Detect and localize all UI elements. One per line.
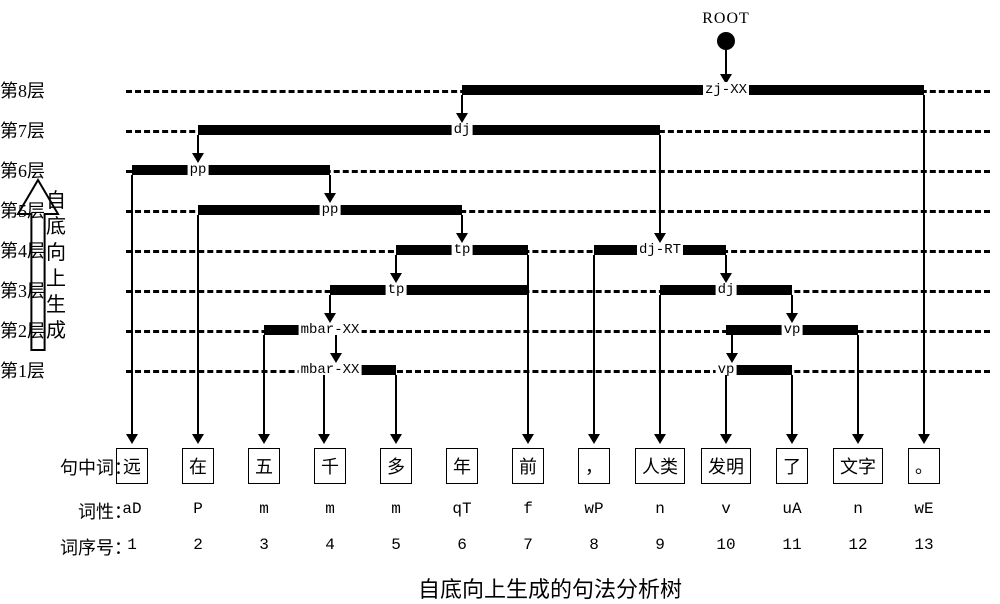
constituent-label: mbar-XX xyxy=(299,322,362,338)
constituent-label: dj xyxy=(716,282,737,298)
constituent-bar xyxy=(330,285,528,295)
layer-baseline xyxy=(126,290,990,293)
constituent-label: dj xyxy=(452,122,473,138)
word-token: 文字 xyxy=(833,448,883,484)
word-token: ， xyxy=(578,448,610,484)
row-title-words: 句中词： xyxy=(60,454,132,480)
layer-baseline xyxy=(126,370,990,373)
word-index: 7 xyxy=(523,536,533,554)
word-index: 3 xyxy=(259,536,269,554)
word-token: 人类 xyxy=(635,448,685,484)
root-node-icon xyxy=(717,32,735,50)
figure-caption: 自底向上生成的句法分析树 xyxy=(418,572,682,604)
word-index: 5 xyxy=(391,536,401,554)
word-token: 年 xyxy=(446,448,478,484)
constituent-label: tp xyxy=(452,242,473,258)
word-token: 前 xyxy=(512,448,544,484)
word-index: 10 xyxy=(716,536,735,554)
pos-tag: v xyxy=(721,500,731,518)
word-token: 多 xyxy=(380,448,412,484)
constituent-label: vp xyxy=(782,322,803,338)
word-index: 2 xyxy=(193,536,203,554)
pos-tag: wE xyxy=(914,500,933,518)
word-token: 千 xyxy=(314,448,346,484)
layer-baseline xyxy=(126,330,990,333)
pos-tag: n xyxy=(853,500,863,518)
constituent-label: pp xyxy=(188,162,209,178)
constituent-label: dj-RT xyxy=(637,242,683,258)
constituent-bar xyxy=(462,85,924,95)
pos-tag: P xyxy=(193,500,203,518)
word-index: 4 xyxy=(325,536,335,554)
constituent-label: mbar-XX xyxy=(299,362,362,378)
root-label: ROOT xyxy=(702,10,750,28)
layer-label: 第1层 xyxy=(0,357,45,383)
word-token: 五 xyxy=(248,448,280,484)
pos-tag: m xyxy=(391,500,401,518)
constituent-label: zj-XX xyxy=(703,82,749,98)
word-token: 了 xyxy=(776,448,808,484)
word-index: 6 xyxy=(457,536,467,554)
word-index: 12 xyxy=(848,536,867,554)
word-index: 11 xyxy=(782,536,801,554)
word-token: 发明 xyxy=(701,448,751,484)
word-index: 9 xyxy=(655,536,665,554)
layer-label: 第8层 xyxy=(0,77,45,103)
row-title-pos: 词性： xyxy=(78,498,132,524)
pos-tag: f xyxy=(523,500,533,518)
word-index: 13 xyxy=(914,536,933,554)
pos-tag: m xyxy=(259,500,269,518)
pos-tag: m xyxy=(325,500,335,518)
constituent-bar xyxy=(132,165,330,175)
up-arrow-icon xyxy=(18,180,58,355)
layer-baseline xyxy=(126,250,990,253)
constituent-label: tp xyxy=(386,282,407,298)
layer-label: 第7层 xyxy=(0,117,45,143)
row-title-index: 词序号： xyxy=(60,534,132,560)
word-token: 。 xyxy=(908,448,940,484)
pos-tag: wP xyxy=(584,500,603,518)
pos-tag: qT xyxy=(452,500,471,518)
pos-tag: uA xyxy=(782,500,801,518)
word-index: 8 xyxy=(589,536,599,554)
word-token: 在 xyxy=(182,448,214,484)
constituent-bar xyxy=(198,125,660,135)
constituent-label: pp xyxy=(320,202,341,218)
pos-tag: n xyxy=(655,500,665,518)
parse-tree-diagram: ROOT第8层第7层第6层第5层第4层第3层第2层第1层zj-XXdjppppt… xyxy=(0,0,1000,603)
